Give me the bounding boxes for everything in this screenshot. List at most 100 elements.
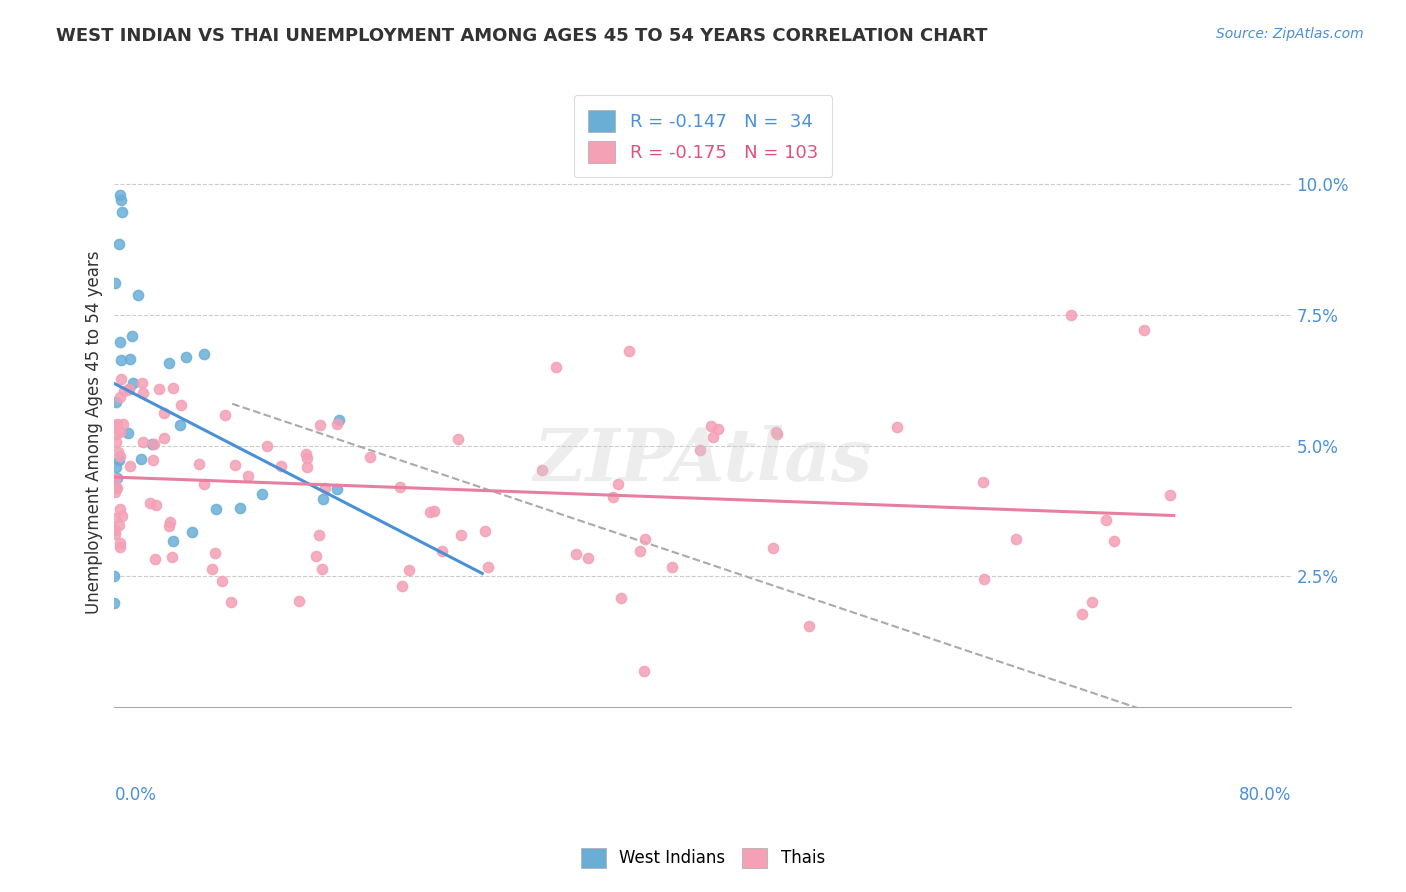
Point: [104, 526, 127, 541]
Point: [797, 618, 820, 632]
Point: [398, 563, 420, 577]
Point: [270, 459, 292, 474]
Point: [107, 445, 129, 459]
Point: [477, 560, 499, 574]
Point: [104, 460, 127, 475]
Point: [430, 544, 453, 558]
Point: [112, 417, 135, 432]
Point: [295, 446, 318, 460]
Point: [308, 417, 330, 432]
Point: [104, 484, 127, 499]
Point: [111, 509, 134, 524]
Point: [145, 552, 167, 566]
Point: [193, 476, 215, 491]
Point: [153, 431, 176, 445]
Point: [328, 413, 350, 427]
Point: [229, 500, 252, 515]
Point: [1102, 534, 1125, 549]
Point: [205, 502, 228, 516]
Point: [122, 376, 145, 391]
Point: [1159, 488, 1181, 502]
Point: [325, 483, 347, 497]
Point: [762, 541, 785, 556]
Point: [423, 503, 446, 517]
Text: WEST INDIAN VS THAI UNEMPLOYMENT AMONG AGES 45 TO 54 YEARS CORRELATION CHART: WEST INDIAN VS THAI UNEMPLOYMENT AMONG A…: [56, 27, 988, 45]
Point: [707, 422, 730, 436]
Point: [103, 569, 125, 583]
Point: [314, 481, 336, 495]
Point: [104, 395, 127, 409]
Point: [419, 505, 441, 519]
Point: [1070, 607, 1092, 621]
Point: [169, 418, 191, 433]
Point: [295, 459, 318, 474]
Point: [238, 468, 260, 483]
Point: [118, 458, 141, 473]
Text: 80.0%: 80.0%: [1239, 786, 1292, 804]
Point: [1094, 512, 1116, 526]
Point: [108, 335, 131, 350]
Text: Source: ZipAtlas.com: Source: ZipAtlas.com: [1216, 27, 1364, 41]
Point: [145, 499, 167, 513]
Point: [105, 470, 128, 484]
Point: [110, 205, 132, 219]
Point: [132, 385, 155, 400]
Text: ZIPAtlas: ZIPAtlas: [533, 425, 872, 496]
Point: [118, 352, 141, 367]
Point: [143, 437, 166, 451]
Point: [886, 420, 908, 434]
Point: [252, 487, 274, 501]
Point: [193, 346, 215, 360]
Point: [157, 356, 180, 370]
Point: [105, 427, 128, 442]
Point: [311, 562, 333, 576]
Point: [110, 541, 132, 555]
Point: [103, 419, 125, 434]
Point: [162, 381, 184, 395]
Point: [160, 549, 183, 564]
Point: [214, 408, 236, 422]
Point: [108, 187, 131, 202]
Point: [105, 417, 128, 431]
Point: [1133, 323, 1156, 337]
Point: [141, 437, 163, 451]
Point: [530, 463, 553, 477]
Point: [142, 453, 165, 467]
Point: [602, 490, 624, 504]
Point: [181, 524, 204, 539]
Point: [447, 432, 470, 446]
Point: [389, 480, 412, 494]
Point: [628, 544, 651, 558]
Point: [108, 536, 131, 550]
Point: [700, 419, 723, 434]
Point: [1080, 595, 1102, 609]
Point: [110, 372, 132, 386]
Point: [204, 546, 226, 560]
Point: [474, 524, 496, 538]
Point: [159, 516, 181, 530]
Point: [219, 594, 242, 608]
Point: [174, 351, 197, 365]
Point: [201, 562, 224, 576]
Legend: R = -0.147   N =  34, R = -0.175   N = 103: R = -0.147 N = 34, R = -0.175 N = 103: [574, 95, 832, 178]
Point: [391, 578, 413, 592]
Point: [359, 450, 381, 464]
Point: [188, 457, 211, 471]
Point: [110, 390, 132, 404]
Point: [104, 276, 127, 290]
Point: [766, 427, 789, 442]
Point: [110, 193, 132, 207]
Point: [121, 328, 143, 343]
Point: [103, 596, 125, 610]
Point: [104, 523, 127, 537]
Point: [108, 237, 131, 252]
Point: [224, 458, 246, 472]
Point: [610, 591, 633, 606]
Point: [108, 450, 131, 464]
Point: [157, 519, 180, 533]
Point: [765, 425, 787, 439]
Point: [117, 425, 139, 440]
Point: [1060, 308, 1083, 322]
Point: [131, 435, 153, 450]
Point: [256, 439, 278, 453]
